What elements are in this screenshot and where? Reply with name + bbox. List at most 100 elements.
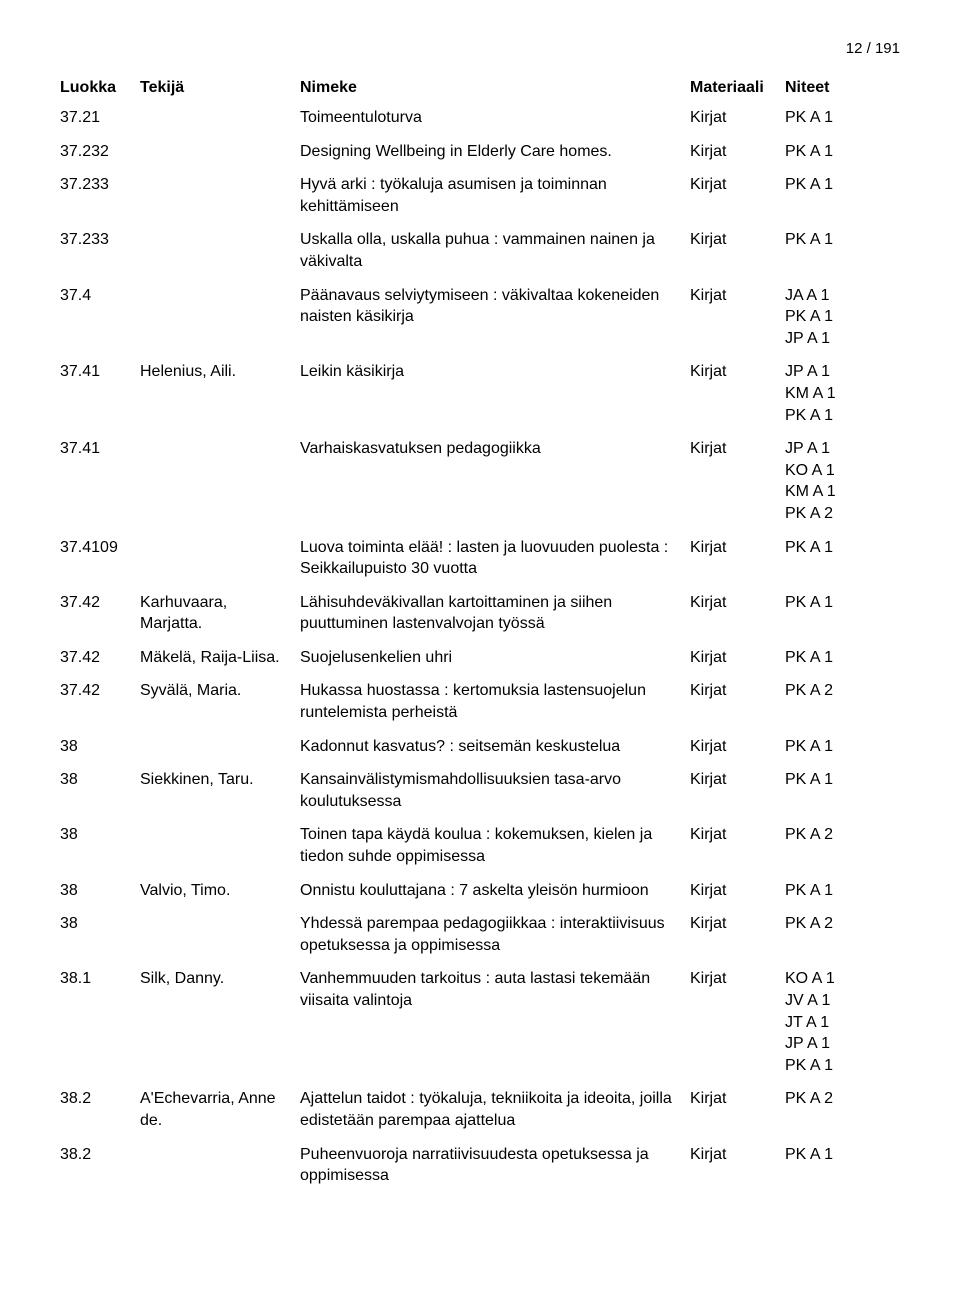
cell-author: Mäkelä, Raija-Liisa.: [140, 647, 300, 669]
table-header-row: Luokka Tekijä Nimeke Materiaali Niteet: [60, 79, 900, 97]
ref-code: PK A 1: [785, 306, 885, 328]
cell-refs: PK A 1: [785, 537, 885, 559]
cell-title: Lähisuhdeväkivallan kartoittaminen ja si…: [300, 592, 690, 635]
cell-refs: PK A 1: [785, 592, 885, 614]
cell-refs: JA A 1PK A 1JP A 1: [785, 285, 885, 350]
ref-code: PK A 2: [785, 824, 885, 846]
cell-class: 37.42: [60, 680, 140, 702]
cell-class: 37.42: [60, 592, 140, 614]
ref-code: KM A 1: [785, 481, 885, 503]
cell-refs: PK A 1: [785, 880, 885, 902]
cell-class: 37.41: [60, 438, 140, 460]
cell-material: Kirjat: [690, 285, 785, 307]
ref-code: JA A 1: [785, 285, 885, 307]
cell-author: A'Echevarria, Anne de.: [140, 1088, 300, 1131]
cell-refs: PK A 1: [785, 769, 885, 791]
cell-class: 37.4109: [60, 537, 140, 559]
table-row: 37.233 Uskalla olla, uskalla puhua : vamm…: [60, 229, 900, 272]
cell-material: Kirjat: [690, 107, 785, 129]
cell-title: Uskalla olla, uskalla puhua : vammainen …: [300, 229, 690, 272]
cell-title: Hyvä arki : työkaluja asumisen ja toimin…: [300, 174, 690, 217]
cell-author: Karhuvaara, Marjatta.: [140, 592, 300, 635]
page-number: 12 / 191: [60, 40, 900, 57]
cell-title: Päänavaus selviytymiseen : väkivaltaa ko…: [300, 285, 690, 328]
cell-author: Silk, Danny.: [140, 968, 300, 990]
cell-material: Kirjat: [690, 141, 785, 163]
cell-class: 38: [60, 880, 140, 902]
ref-code: KO A 1: [785, 968, 885, 990]
cell-refs: PK A 1: [785, 647, 885, 669]
cell-class: 37.4: [60, 285, 140, 307]
cell-title: Toinen tapa käydä koulua : kokemuksen, k…: [300, 824, 690, 867]
cell-material: Kirjat: [690, 913, 785, 935]
cell-author: Valvio, Timo.: [140, 880, 300, 902]
ref-code: JP A 1: [785, 1033, 885, 1055]
ref-code: PK A 1: [785, 405, 885, 427]
cell-material: Kirjat: [690, 592, 785, 614]
cell-class: 37.233: [60, 174, 140, 196]
table-row: 38.2 Puheenvuoroja narratiivisuudesta ope…: [60, 1144, 900, 1187]
table-row: 37.41Varhaiskasvatuksen pedagogiikkaKirj…: [60, 438, 900, 524]
table-row: 37.41Helenius, Aili.Leikin käsikirjaKirj…: [60, 361, 900, 426]
ref-code: PK A 1: [785, 1144, 885, 1166]
cell-title: Suojelusenkelien uhri: [300, 647, 690, 669]
cell-title: Yhdessä parempaa pedagogiikkaa : interak…: [300, 913, 690, 956]
cell-class: 38: [60, 824, 140, 846]
table-row: 38.1Silk, Danny.Vanhemmuuden tarkoitus :…: [60, 968, 900, 1076]
table-row: 37.4 Päänavaus selviytymiseen : väkivalta…: [60, 285, 900, 350]
header-author: Tekijä: [140, 79, 300, 97]
ref-code: PK A 1: [785, 537, 885, 559]
cell-material: Kirjat: [690, 736, 785, 758]
ref-code: PK A 1: [785, 880, 885, 902]
table-row: 37.21ToimeentuloturvaKirjatPK A 1: [60, 107, 900, 129]
table-row: 38Siekkinen, Taru.Kansainvälistymismahdo…: [60, 769, 900, 812]
cell-title: Kansainvälistymismahdollisuuksien tasa-a…: [300, 769, 690, 812]
ref-code: PK A 2: [785, 503, 885, 525]
table-row: 37.4109Luova toiminta elää! : lasten ja …: [60, 537, 900, 580]
cell-refs: JP A 1KM A 1PK A 1: [785, 361, 885, 426]
cell-refs: PK A 2: [785, 680, 885, 702]
ref-code: KM A 1: [785, 383, 885, 405]
ref-code: PK A 2: [785, 913, 885, 935]
cell-class: 38.2: [60, 1088, 140, 1110]
ref-code: PK A 2: [785, 680, 885, 702]
cell-material: Kirjat: [690, 880, 785, 902]
cell-title: Onnistu kouluttajana : 7 askelta yleisön…: [300, 880, 690, 902]
cell-refs: PK A 1: [785, 229, 885, 251]
cell-title: Puheenvuoroja narratiivisuudesta opetuks…: [300, 1144, 690, 1187]
header-title: Nimeke: [300, 79, 690, 97]
ref-code: JP A 1: [785, 438, 885, 460]
ref-code: JT A 1: [785, 1012, 885, 1034]
ref-code: PK A 1: [785, 736, 885, 758]
cell-class: 37.233: [60, 229, 140, 251]
ref-code: JV A 1: [785, 990, 885, 1012]
cell-refs: JP A 1KO A 1KM A 1PK A 2: [785, 438, 885, 524]
cell-class: 37.41: [60, 361, 140, 383]
ref-code: PK A 1: [785, 647, 885, 669]
ref-code: PK A 1: [785, 141, 885, 163]
cell-class: 37.42: [60, 647, 140, 669]
cell-class: 38: [60, 769, 140, 791]
cell-material: Kirjat: [690, 174, 785, 196]
cell-title: Varhaiskasvatuksen pedagogiikka: [300, 438, 690, 460]
ref-code: PK A 1: [785, 769, 885, 791]
cell-material: Kirjat: [690, 361, 785, 383]
cell-class: 38: [60, 736, 140, 758]
cell-refs: PK A 2: [785, 1088, 885, 1110]
cell-title: Hukassa huostassa : kertomuksia lastensu…: [300, 680, 690, 723]
table-row: 37.42Karhuvaara, Marjatta.Lähisuhdeväkiv…: [60, 592, 900, 635]
cell-author: Helenius, Aili.: [140, 361, 300, 383]
table-row: 38Kadonnut kasvatus? : seitsemän keskust…: [60, 736, 900, 758]
cell-refs: PK A 1: [785, 1144, 885, 1166]
cell-material: Kirjat: [690, 769, 785, 791]
table-row: 38.2A'Echevarria, Anne de.Ajattelun taid…: [60, 1088, 900, 1131]
cell-class: 37.232: [60, 141, 140, 163]
cell-class: 38.2: [60, 1144, 140, 1166]
table-row: 38Yhdessä parempaa pedagogiikkaa : inter…: [60, 913, 900, 956]
ref-code: JP A 1: [785, 361, 885, 383]
cell-title: Designing Wellbeing in Elderly Care home…: [300, 141, 690, 163]
ref-code: PK A 1: [785, 592, 885, 614]
cell-refs: PK A 1: [785, 107, 885, 129]
cell-author: Syvälä, Maria.: [140, 680, 300, 702]
cell-material: Kirjat: [690, 968, 785, 990]
